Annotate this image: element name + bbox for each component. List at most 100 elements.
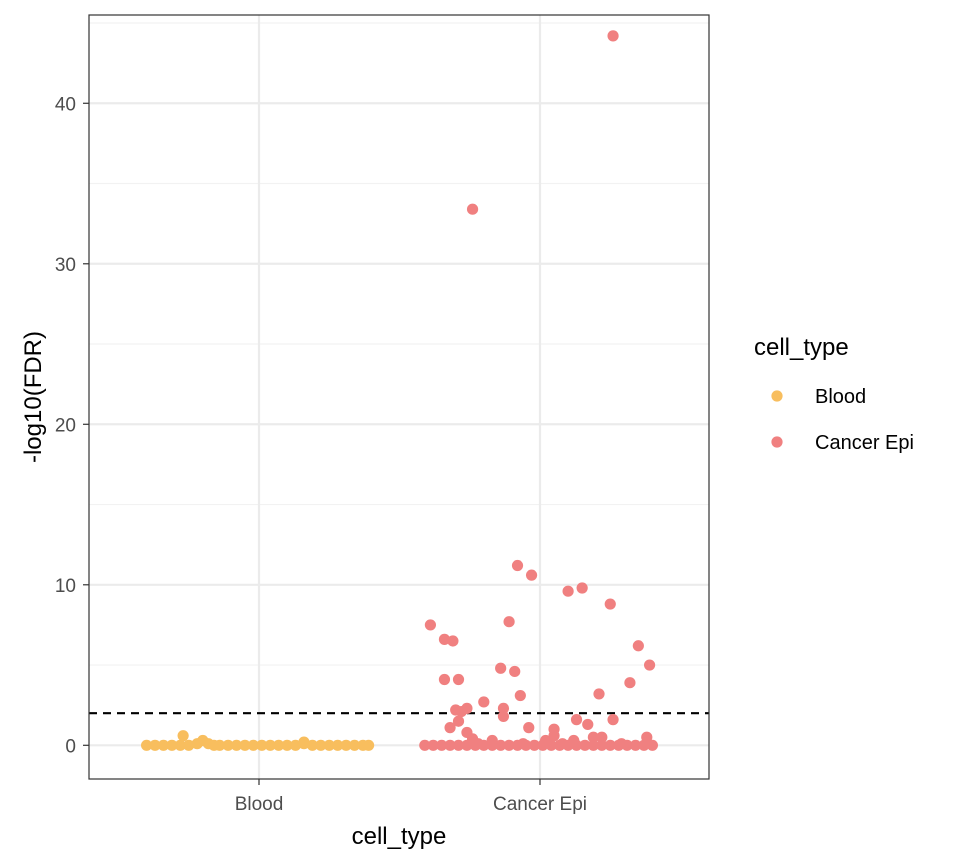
data-point bbox=[497, 702, 510, 714]
data-point bbox=[548, 730, 560, 742]
y-tick-label: 20 bbox=[55, 415, 76, 436]
data-point bbox=[643, 659, 656, 671]
data-point bbox=[629, 739, 642, 751]
data-point bbox=[306, 739, 318, 751]
data-point bbox=[256, 739, 268, 751]
data-point bbox=[289, 739, 302, 751]
grid bbox=[89, 15, 709, 779]
legend-key bbox=[771, 436, 783, 448]
data-point bbox=[174, 739, 186, 751]
legend: cell_type Blood Cancer Epi bbox=[754, 334, 914, 454]
data-point bbox=[511, 559, 524, 572]
data-point bbox=[466, 203, 479, 215]
data-point bbox=[455, 705, 467, 718]
data-point bbox=[607, 714, 619, 726]
data-point bbox=[509, 665, 521, 678]
data-point bbox=[579, 739, 591, 751]
data-point bbox=[604, 739, 616, 751]
data-point bbox=[438, 673, 451, 686]
data-point bbox=[214, 739, 226, 751]
data-point bbox=[517, 738, 529, 750]
data-point bbox=[593, 688, 605, 700]
data-point bbox=[436, 739, 448, 751]
data-point bbox=[638, 739, 650, 751]
data-point bbox=[582, 718, 594, 731]
data-point bbox=[362, 739, 375, 751]
data-point bbox=[177, 730, 189, 742]
data-point bbox=[239, 739, 251, 751]
data-point bbox=[419, 739, 431, 751]
data-point bbox=[281, 739, 293, 751]
data-point bbox=[447, 635, 459, 647]
data-point bbox=[576, 582, 588, 594]
data-point bbox=[503, 739, 515, 751]
data-point bbox=[503, 616, 515, 628]
data-point bbox=[624, 677, 636, 689]
data-point bbox=[596, 739, 608, 751]
x-tick-label: Cancer Epi bbox=[493, 794, 587, 815]
data-point bbox=[607, 30, 619, 42]
data-point bbox=[438, 633, 451, 645]
data-point bbox=[452, 739, 465, 751]
legend-key bbox=[771, 390, 783, 402]
y-tick-label: 0 bbox=[65, 736, 76, 757]
data-point bbox=[183, 739, 195, 751]
data-point bbox=[452, 715, 465, 727]
data-point bbox=[444, 739, 456, 751]
data-point bbox=[596, 731, 608, 743]
data-point bbox=[537, 739, 549, 751]
data-point bbox=[497, 710, 510, 723]
data-point bbox=[528, 739, 540, 751]
data-point bbox=[478, 696, 490, 708]
data-point bbox=[495, 739, 507, 751]
data-point bbox=[444, 722, 456, 734]
data-point bbox=[570, 714, 583, 726]
data-point bbox=[570, 739, 583, 751]
legend-title: cell_type bbox=[754, 334, 849, 361]
legend-label: Cancer Epi bbox=[815, 432, 914, 454]
data-point bbox=[230, 739, 243, 751]
data-point bbox=[587, 731, 599, 743]
data-point bbox=[545, 739, 557, 751]
data-point bbox=[166, 739, 178, 751]
data-point bbox=[141, 739, 153, 751]
data-point bbox=[495, 662, 507, 674]
data-point bbox=[222, 739, 234, 751]
y-tick-label: 30 bbox=[55, 255, 76, 276]
data-point bbox=[461, 739, 473, 751]
data-point bbox=[646, 739, 659, 751]
points bbox=[141, 30, 659, 751]
data-point bbox=[427, 739, 439, 751]
data-point bbox=[247, 739, 259, 751]
y-axis-title: -log10(FDR) bbox=[20, 331, 47, 463]
data-point bbox=[340, 739, 352, 751]
data-point bbox=[323, 739, 335, 751]
x-axis: Blood Cancer Epi bbox=[235, 779, 587, 815]
y-tick-label: 10 bbox=[55, 576, 76, 597]
data-point bbox=[604, 598, 616, 610]
data-point bbox=[562, 585, 574, 597]
x-tick-label: Blood bbox=[235, 794, 284, 815]
data-point bbox=[472, 738, 484, 750]
y-tick-label: 40 bbox=[55, 94, 76, 115]
data-point bbox=[587, 739, 599, 751]
data-point bbox=[348, 739, 361, 751]
data-point bbox=[514, 689, 526, 702]
data-point bbox=[264, 739, 276, 751]
data-point bbox=[452, 673, 465, 686]
data-point bbox=[332, 739, 344, 751]
data-point bbox=[556, 738, 569, 750]
data-point bbox=[424, 619, 437, 631]
data-point bbox=[157, 739, 170, 751]
data-point bbox=[486, 739, 498, 751]
data-point bbox=[525, 569, 538, 581]
data-point bbox=[615, 738, 628, 750]
data-point bbox=[298, 736, 310, 748]
legend-label: Blood bbox=[815, 386, 866, 408]
panel-border bbox=[88, 14, 710, 780]
data-point bbox=[523, 722, 535, 734]
x-axis-title: cell_type bbox=[352, 823, 447, 850]
data-point bbox=[632, 640, 644, 652]
data-point bbox=[149, 739, 161, 751]
